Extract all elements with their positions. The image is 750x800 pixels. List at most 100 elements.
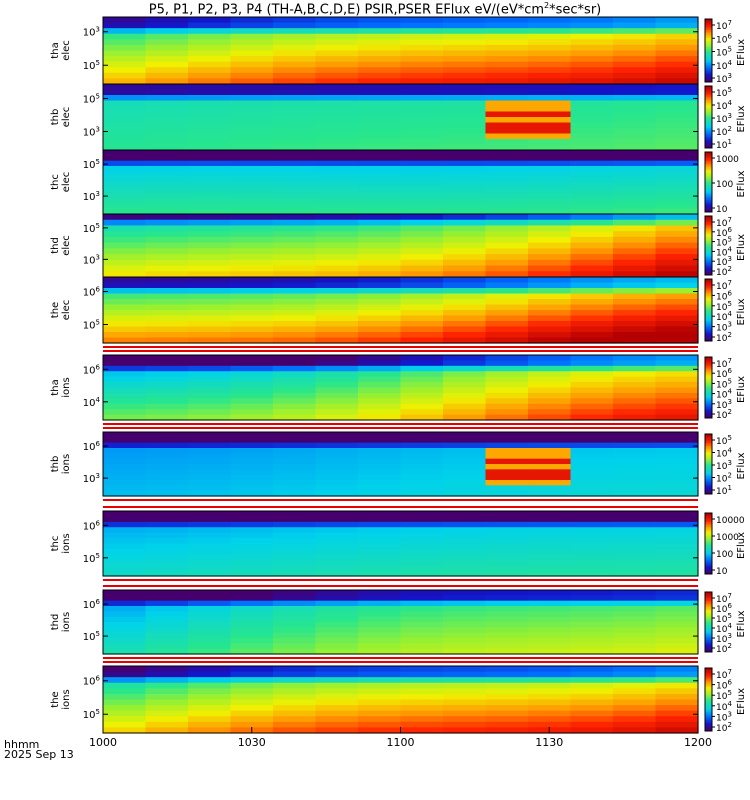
spectrogram-cell xyxy=(315,254,359,261)
spectrogram-cell xyxy=(485,627,529,634)
spectrogram-cell xyxy=(655,453,699,460)
colorbar-segment xyxy=(705,288,712,291)
spectrogram-cell xyxy=(400,716,444,723)
spectrogram-cell xyxy=(400,139,444,146)
spectrogram-cell xyxy=(315,511,359,518)
spectrogram-cell xyxy=(230,187,274,194)
spectrogram-cell xyxy=(485,570,529,577)
spectrogram-cell xyxy=(570,453,614,460)
spectrogram-cell xyxy=(528,122,572,129)
spectrogram-cell xyxy=(613,521,657,528)
spectrogram-cell xyxy=(230,403,274,410)
colorbar-segment xyxy=(705,405,712,408)
spectrogram-cell xyxy=(528,84,572,91)
colorbar-segment xyxy=(705,272,712,275)
spectrogram-cell xyxy=(145,554,189,561)
spectrogram-cell xyxy=(145,511,189,518)
colorbar-segment xyxy=(705,464,712,466)
colorbar-segment xyxy=(705,140,712,143)
spectrogram-cell xyxy=(358,565,402,572)
spectrogram-cell xyxy=(570,198,614,204)
spectrogram-cell xyxy=(315,611,359,618)
colorbar-segment xyxy=(705,134,712,137)
spectrogram-cell xyxy=(188,259,232,267)
spectrogram-cell xyxy=(188,271,232,278)
spectrogram-cell xyxy=(145,89,189,96)
colorbar-segment xyxy=(705,719,712,723)
colorbar-segment xyxy=(705,186,712,189)
spectrogram-cell xyxy=(613,688,657,695)
spectrogram-cell xyxy=(315,543,359,550)
colorbar-segment xyxy=(705,626,712,629)
spectrogram-cell xyxy=(315,78,359,85)
spectrogram-cell xyxy=(613,554,657,561)
colorbar-segment xyxy=(705,643,712,645)
colorbar-segment xyxy=(705,486,712,489)
spectrogram-cell xyxy=(400,39,444,46)
spectrogram-cell xyxy=(315,392,359,399)
spectrogram-cell xyxy=(103,84,147,91)
spectrogram-cell xyxy=(400,28,444,35)
spectrogram-cell xyxy=(145,442,189,449)
colorbar-segment xyxy=(705,474,712,477)
spectrogram-cell xyxy=(655,548,699,555)
spectrogram-cell xyxy=(188,632,232,639)
spectrogram-cell xyxy=(103,570,147,577)
spectrogram-cell xyxy=(400,265,444,272)
spectrogram-cell xyxy=(443,56,487,63)
spectrogram-cell xyxy=(273,565,317,572)
spectrogram-cell xyxy=(315,480,359,486)
spectrogram-cell xyxy=(443,265,487,272)
spectrogram-cell xyxy=(443,398,487,405)
spectrogram-cell xyxy=(485,144,529,151)
spectrogram-cell xyxy=(145,532,189,539)
spectrogram-cell xyxy=(145,160,189,167)
spectrogram-cell xyxy=(613,716,657,723)
spectrogram-cell xyxy=(570,39,614,46)
spectrogram-cell xyxy=(485,453,529,460)
spectrogram-cell xyxy=(188,355,232,362)
spectrogram-cell xyxy=(400,293,444,300)
spectrogram-cell xyxy=(613,595,657,602)
colorbar-tick-label: 105 xyxy=(716,377,732,390)
spectrogram-cell xyxy=(528,299,572,306)
spectrogram-cell xyxy=(358,414,402,421)
spectrogram-cell xyxy=(358,198,402,204)
spectrogram-cell xyxy=(145,521,189,528)
colorbar-segment xyxy=(705,369,712,372)
spectrogram-cell xyxy=(570,409,614,416)
spectrogram-cell xyxy=(358,382,402,389)
spectrogram-cell xyxy=(188,310,232,317)
spectrogram-cell xyxy=(443,236,487,244)
spectrogram-cell xyxy=(315,321,359,328)
spectrogram-cell xyxy=(145,559,189,566)
spectrogram-cell xyxy=(400,337,444,344)
colorbar-segment xyxy=(705,385,712,388)
colorbar-segment xyxy=(705,90,712,93)
spectrogram-cell xyxy=(443,516,487,523)
spectrogram-cell xyxy=(315,682,359,689)
spectrogram-cell xyxy=(358,271,402,278)
spectrogram-cell xyxy=(273,310,317,317)
spectrogram-cell xyxy=(613,458,657,465)
spectrogram-cell xyxy=(188,28,232,35)
colorbar-tick-label: 101 xyxy=(716,484,732,497)
spectrogram-cell xyxy=(230,666,274,673)
spectrogram-cell xyxy=(103,543,147,550)
spectrogram-cell xyxy=(528,95,572,102)
colorbar-segment xyxy=(705,230,712,233)
spectrogram-cell xyxy=(443,365,487,372)
spectrogram-cell xyxy=(400,442,444,449)
spectrogram-cell xyxy=(358,214,402,221)
colorbar-segment xyxy=(705,138,712,141)
colorbar-segment xyxy=(705,137,712,140)
spectrogram-cell xyxy=(485,150,529,156)
spectrogram-cell xyxy=(570,387,614,394)
spectrogram-cell xyxy=(315,56,359,63)
colorbar-segment xyxy=(705,168,712,171)
spectrogram-cell xyxy=(315,166,359,172)
spectrogram-cell xyxy=(570,50,614,57)
spectrogram-cell xyxy=(230,521,274,528)
spectrogram-cell xyxy=(528,117,572,124)
spectrogram-cell xyxy=(145,293,189,300)
